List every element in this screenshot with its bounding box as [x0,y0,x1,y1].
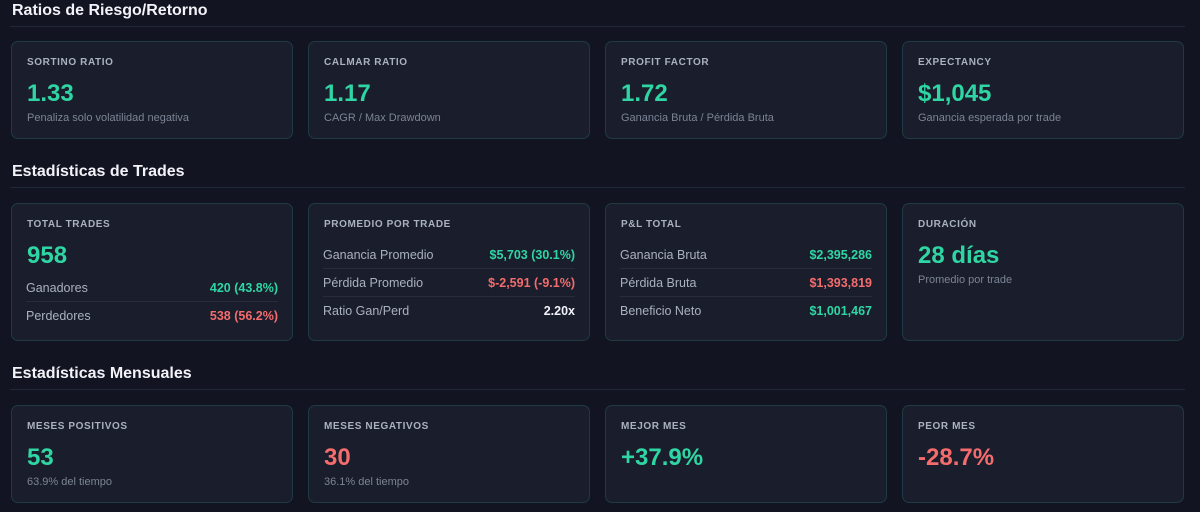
section-divider [10,187,1185,188]
card-label: DURACIÓN [918,219,977,230]
card-negative-months: MESES NEGATIVOS 30 36.1% del tiempo [308,405,590,503]
card-subtitle: Penaliza solo volatilidad negativa [27,112,190,124]
card-label: TOTAL TRADES [27,219,111,230]
card-value: 30 [324,444,351,471]
stat-row-value: 420 (43.8%) [209,280,278,295]
card-subtitle: Ganancia Bruta / Pérdida Bruta [621,112,774,124]
card-subtitle: Ganancia esperada por trade [918,112,1062,124]
stat-row-gross-profit: Ganancia Bruta $2,395,286 [620,241,872,269]
stat-row-value: 2.20x [543,303,575,318]
stat-row-average-loss: Pérdida Promedio $-2,591 (-9.1%) [323,269,575,297]
card-label: PROFIT FACTOR [621,57,710,68]
card-label: PROMEDIO POR TRADE [324,219,451,230]
stat-row-label: Ganancia Bruta [620,247,707,262]
section-title-risk: Ratios de Riesgo/Retorno [12,2,208,19]
stat-row-value: $-2,591 (-9.1%) [488,275,575,290]
stat-row-losers: Perdedores 538 (56.2%) [26,302,278,329]
stat-row-label: Perdedores [26,308,91,323]
card-value: 958 [27,242,68,269]
card-pnl-total: P&L TOTAL Ganancia Bruta $2,395,286 Pérd… [605,203,887,341]
card-subtitle: Promedio por trade [918,274,1013,286]
section-title-trades: Estadísticas de Trades [12,163,185,180]
stat-row-label: Ganadores [26,280,88,295]
card-value: 53 [27,444,54,471]
card-profit-factor: PROFIT FACTOR 1.72 Ganancia Bruta / Pérd… [605,41,887,139]
section-divider [10,26,1185,27]
card-value: 1.17 [324,80,371,107]
card-sortino-ratio: SORTINO RATIO 1.33 Penaliza solo volatil… [11,41,293,139]
stat-row-value: $5,703 (30.1%) [489,247,575,262]
card-positive-months: MESES POSITIVOS 53 63.9% del tiempo [11,405,293,503]
card-label: MEJOR MES [621,421,687,432]
card-average-per-trade: PROMEDIO POR TRADE Ganancia Promedio $5,… [308,203,590,341]
stat-row-value: $1,001,467 [809,303,872,318]
card-label: EXPECTANCY [918,57,992,68]
card-value: 1.72 [621,80,668,107]
stat-rows: Ganancia Promedio $5,703 (30.1%) Pérdida… [323,241,575,324]
stat-row-label: Pérdida Promedio [323,275,424,290]
card-calmar-ratio: CALMAR RATIO 1.17 CAGR / Max Drawdown [308,41,590,139]
card-total-trades: TOTAL TRADES 958 Ganadores 420 (43.8%) P… [11,203,293,341]
card-value: -28.7% [918,444,995,471]
stat-row-gross-loss: Pérdida Bruta $1,393,819 [620,269,872,297]
card-label: CALMAR RATIO [324,57,408,68]
card-value: 1.33 [27,80,74,107]
card-worst-month: PEOR MES -28.7% [902,405,1184,503]
card-label: SORTINO RATIO [27,57,114,68]
stat-row-net-profit: Beneficio Neto $1,001,467 [620,297,872,324]
stat-row-win-loss-ratio: Ratio Gan/Perd 2.20x [323,297,575,324]
card-duration: DURACIÓN 28 días Promedio por trade [902,203,1184,341]
card-value: +37.9% [621,444,704,471]
card-subtitle: CAGR / Max Drawdown [324,112,441,124]
card-label: P&L TOTAL [621,219,682,230]
card-expectancy: EXPECTANCY $1,045 Ganancia esperada por … [902,41,1184,139]
stat-row-average-gain: Ganancia Promedio $5,703 (30.1%) [323,241,575,269]
card-best-month: MEJOR MES +37.9% [605,405,887,503]
card-label: PEOR MES [918,421,976,432]
stat-row-label: Ganancia Promedio [323,247,434,262]
card-subtitle: 63.9% del tiempo [27,476,112,488]
section-divider [10,389,1185,390]
stat-row-value: $2,395,286 [809,247,872,262]
stat-row-label: Ratio Gan/Perd [323,303,410,318]
card-value: $1,045 [918,80,992,107]
card-value: 28 días [918,242,1000,269]
section-title-monthly: Estadísticas Mensuales [12,365,192,382]
stat-row-label: Pérdida Bruta [620,275,697,290]
stat-row-label: Beneficio Neto [620,303,702,318]
card-subtitle: 36.1% del tiempo [324,476,409,488]
stat-row-value: $1,393,819 [809,275,872,290]
stat-rows: Ganadores 420 (43.8%) Perdedores 538 (56… [26,274,278,329]
stat-row-value: 538 (56.2%) [209,308,278,323]
card-label: MESES NEGATIVOS [324,421,429,432]
stat-row-winners: Ganadores 420 (43.8%) [26,274,278,302]
card-label: MESES POSITIVOS [27,421,128,432]
stat-rows: Ganancia Bruta $2,395,286 Pérdida Bruta … [620,241,872,324]
